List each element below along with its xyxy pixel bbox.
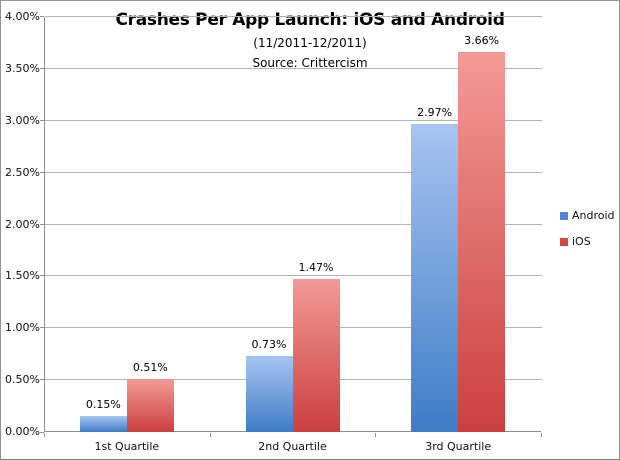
y-axis-tick	[40, 275, 44, 277]
y-axis-tick	[40, 327, 44, 329]
chart-title: Crashes Per App Launch: iOS and Android	[115, 10, 505, 30]
bar-ios-1st-quartile	[126, 379, 174, 432]
y-axis-label: 3.00%	[5, 113, 40, 127]
y-axis-label: 1.00%	[5, 321, 40, 335]
bar-value-label: 0.15%	[85, 398, 121, 412]
legend-item-android: Android	[560, 209, 615, 222]
y-axis-tick	[40, 379, 44, 381]
y-axis-tick	[40, 171, 44, 173]
x-axis-label: 3rd Quartile	[425, 440, 492, 453]
y-axis-label: 2.50%	[5, 165, 40, 179]
bar-android-3rd-quartile	[411, 123, 459, 432]
y-axis-tick	[40, 67, 44, 69]
x-axis-tick	[44, 433, 45, 437]
gridline	[45, 119, 542, 121]
x-axis-tick	[541, 433, 542, 437]
legend-label: Android	[572, 209, 615, 222]
y-axis-label: 0.50%	[5, 373, 40, 387]
bar-value-label: 2.97%	[417, 105, 453, 119]
gridline	[45, 275, 542, 277]
y-axis-label: 4.00%	[5, 10, 40, 23]
legend-swatch-ios	[560, 237, 568, 246]
bar-value-label: 1.47%	[298, 261, 334, 275]
chart-subtitle: (11/2011-12/2011)	[253, 36, 367, 50]
gridline	[45, 16, 542, 17]
bar-ios-2nd-quartile	[292, 279, 340, 432]
bar-android-2nd-quartile	[245, 356, 293, 432]
legend: Android iOS	[560, 209, 615, 248]
x-axis-label: 1st Quartile	[94, 440, 160, 453]
bar-android-1st-quartile	[79, 416, 127, 432]
y-axis-label: 0.00%	[5, 425, 40, 438]
y-axis-label: 3.50%	[5, 61, 40, 75]
y-axis-tick	[40, 223, 44, 225]
bar-ios-3rd-quartile	[458, 52, 506, 432]
x-axis-tick	[209, 433, 211, 437]
y-axis-tick	[40, 16, 44, 17]
x-axis-tick	[375, 433, 377, 437]
x-axis-label: 2nd Quartile	[258, 440, 327, 453]
legend-label: iOS	[572, 235, 591, 248]
gridline	[45, 171, 542, 173]
bar-value-label: 0.73%	[251, 338, 287, 352]
bar-value-label: 3.66%	[464, 34, 500, 48]
gridline	[45, 223, 542, 225]
chart-source: Source: Crittercism	[252, 56, 368, 70]
y-axis-tick	[40, 432, 44, 433]
bar-value-label: 0.51%	[132, 361, 168, 375]
legend-swatch-android	[560, 211, 568, 220]
y-axis-label: 1.50%	[5, 269, 40, 283]
legend-item-ios: iOS	[560, 235, 615, 248]
gridline	[45, 67, 542, 69]
y-axis-label: 2.00%	[5, 217, 40, 231]
y-axis-tick	[40, 119, 44, 121]
